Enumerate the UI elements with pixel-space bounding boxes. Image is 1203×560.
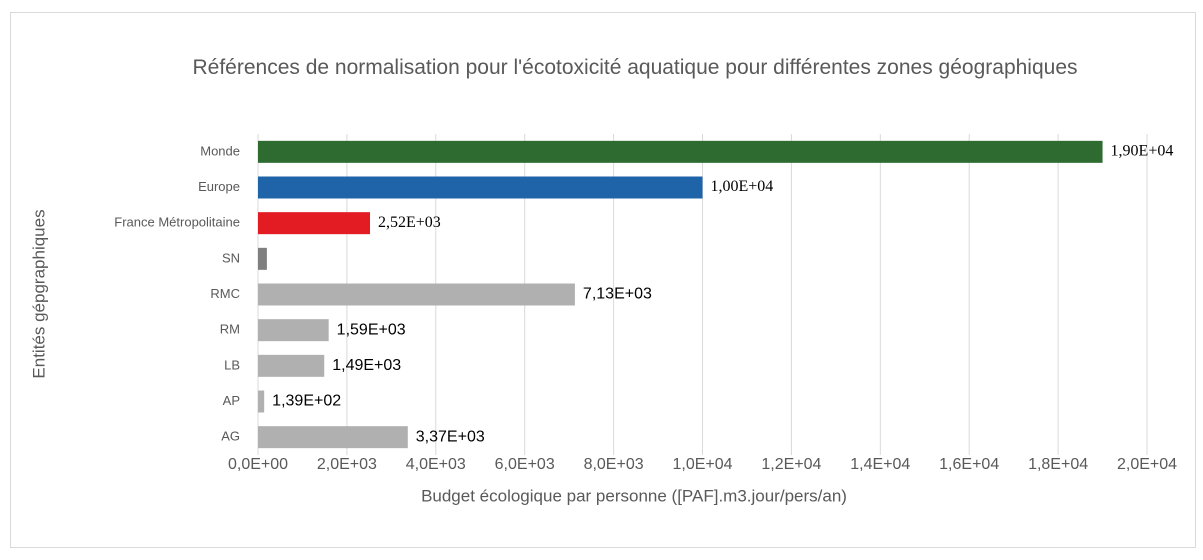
bar (258, 390, 265, 413)
bar (258, 283, 575, 306)
x-tick-label: 8,0E+03 (584, 456, 644, 473)
y-tick-label: France Métropolitaine (114, 215, 240, 230)
y-tick-label: LB (224, 357, 240, 372)
x-tick-label: 1,2E+04 (761, 456, 821, 473)
bar (258, 247, 267, 270)
x-tick-label: 1,4E+04 (850, 456, 910, 473)
x-tick-label: 6,0E+03 (495, 456, 555, 473)
bar (258, 354, 325, 377)
chart-frame (10, 12, 1196, 548)
x-tick-label: 1,0E+04 (672, 456, 732, 473)
bar (258, 212, 371, 235)
x-tick-label: 2,0E+03 (317, 456, 377, 473)
y-tick-label: Europe (198, 179, 240, 194)
y-tick-label: AG (221, 429, 240, 444)
y-tick-label: AP (223, 393, 240, 408)
value-label: 7,13E+03 (583, 286, 652, 303)
value-label: 2,52E+03 (378, 214, 441, 231)
x-axis-title: Budget écologique par personne ([PAF].m3… (421, 486, 847, 505)
bar (258, 176, 703, 199)
y-tick-label: SN (222, 250, 240, 265)
value-label: 1,49E+03 (332, 357, 401, 374)
value-label: 1,90E+04 (1111, 143, 1174, 160)
value-label: 1,39E+02 (272, 393, 341, 410)
bar (258, 319, 329, 342)
x-tick-label: 2,0E+04 (1117, 456, 1177, 473)
x-tick-label: 4,0E+03 (406, 456, 466, 473)
y-tick-label: RM (220, 322, 240, 337)
bar (258, 140, 1103, 163)
value-label: 1,59E+03 (337, 321, 406, 338)
x-tick-label: 1,6E+04 (939, 456, 999, 473)
x-tick-label: 1,8E+04 (1028, 456, 1088, 473)
chart-title: Références de normalisation pour l'écoto… (192, 56, 1078, 79)
value-label: 1,00E+04 (711, 178, 774, 195)
y-axis-title: Entités gépgraphiques (29, 209, 48, 378)
y-tick-label: RMC (210, 286, 240, 301)
bar (258, 426, 408, 449)
y-tick-label: Monde (200, 143, 240, 158)
value-label: 3,37E+03 (416, 428, 485, 445)
x-tick-label: 0,0E+00 (228, 456, 288, 473)
